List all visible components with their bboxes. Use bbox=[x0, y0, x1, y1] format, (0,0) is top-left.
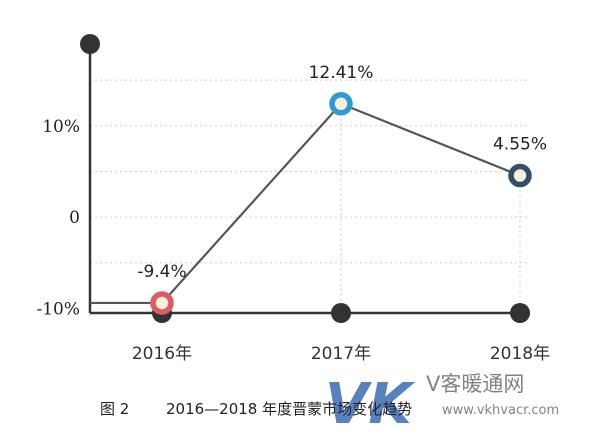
y-tick-label: -10% bbox=[36, 299, 80, 319]
grid-lines bbox=[90, 79, 530, 264]
watermark-logo: VK bbox=[325, 372, 415, 437]
x-tick-label: 2017年 bbox=[311, 344, 371, 364]
watermark-url: www.vkhvacr.com bbox=[442, 403, 559, 418]
data-points bbox=[150, 92, 532, 315]
watermark-name: V客暖通网 bbox=[426, 372, 524, 396]
x-axis-dot bbox=[510, 303, 530, 323]
data-point bbox=[508, 163, 532, 188]
y-tick-label: 0 bbox=[69, 208, 80, 228]
x-tick-label: 2018年 bbox=[490, 344, 550, 364]
data-label: -9.4% bbox=[137, 262, 186, 282]
series-polyline bbox=[90, 102, 521, 305]
series-line bbox=[90, 102, 521, 305]
x-tick-label: 2016年 bbox=[132, 344, 192, 364]
x-ticks: 2016年 2017年 2018年 bbox=[132, 344, 550, 364]
x-axis-dot bbox=[331, 303, 351, 323]
data-labels: -9.4% 12.41% 4.55% bbox=[137, 63, 547, 282]
watermark: VK V客暖通网 www.vkhvacr.com bbox=[325, 372, 559, 437]
data-point bbox=[150, 291, 174, 315]
data-point bbox=[329, 92, 353, 116]
caption-label: 图 2 bbox=[100, 400, 129, 418]
data-label: 4.55% bbox=[493, 135, 547, 155]
y-tick-label: 10% bbox=[42, 117, 80, 137]
data-label: 12.41% bbox=[309, 63, 374, 83]
guide-lines bbox=[161, 103, 521, 313]
y-ticks: 10% 0 -10% bbox=[36, 117, 80, 320]
figure-caption: 图 2 2016—2018 年度晋蒙市场变化趋势 bbox=[100, 400, 412, 418]
caption-text: 2016—2018 年度晋蒙市场变化趋势 bbox=[166, 400, 412, 418]
y-axis-top-dot bbox=[80, 34, 100, 54]
